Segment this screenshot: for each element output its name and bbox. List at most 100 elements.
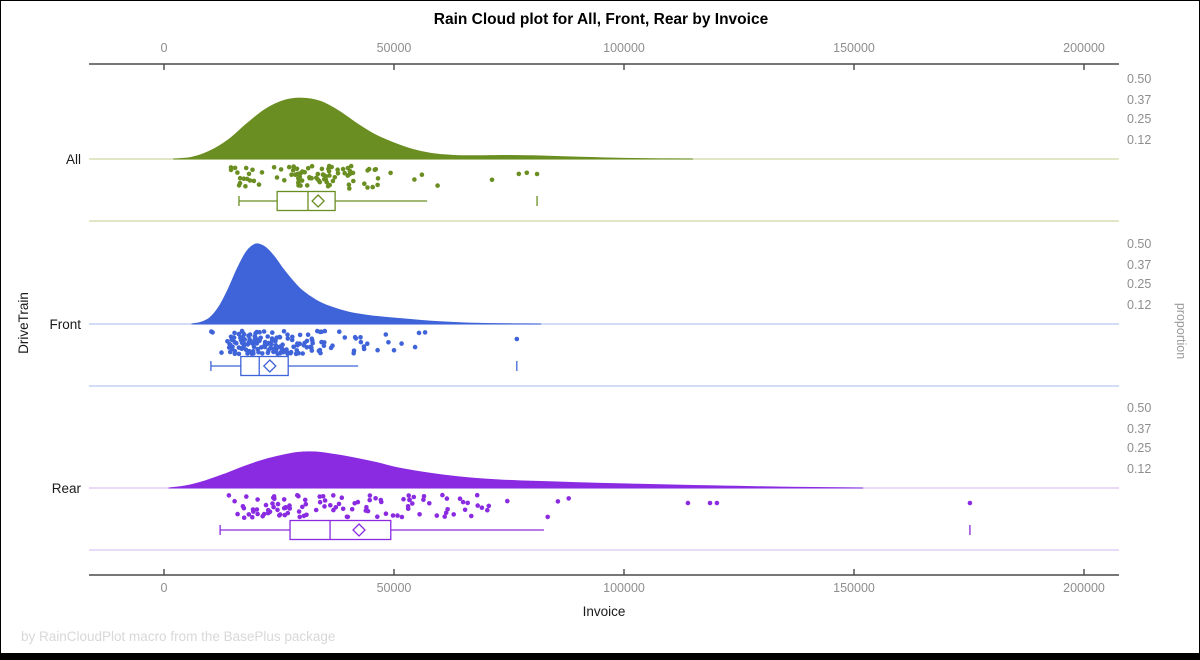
- rain-point-front: [321, 343, 327, 349]
- rain-point-front: [232, 351, 238, 357]
- rain-point-all: [309, 163, 315, 169]
- rain-point-all: [305, 165, 311, 171]
- rain-point-rear: [251, 509, 256, 514]
- rain-point-rear: [333, 505, 339, 510]
- mean-diamond-rear: [352, 523, 366, 537]
- box-all: [276, 190, 336, 212]
- proportion-tick-label: 0.37: [1127, 93, 1151, 107]
- bottom-axis-tick-label: 0: [161, 581, 168, 595]
- rain-point-front: [319, 329, 324, 335]
- rain-point-rear: [421, 494, 427, 499]
- rain-point-all: [388, 170, 393, 176]
- rain-point-front: [255, 346, 260, 352]
- rain-point-rear: [566, 496, 571, 501]
- proportion-tick-label: 0.12: [1127, 298, 1151, 312]
- rain-point-front: [262, 344, 268, 350]
- rain-point-front: [358, 335, 363, 340]
- bottom-axis-tick-label: 200000: [1063, 581, 1105, 595]
- rain-point-rear: [378, 497, 384, 503]
- rain-point-rear: [275, 501, 281, 507]
- proportion-tick-label: 0.50: [1127, 237, 1151, 251]
- rain-point-rear: [322, 498, 328, 503]
- category-label-all: All: [66, 152, 81, 167]
- rain-point-rear: [443, 510, 449, 515]
- rain-outlier-point-rear: [685, 500, 691, 506]
- rain-point-all: [259, 170, 265, 175]
- rain-point-rear: [300, 504, 305, 510]
- rain-point-front: [285, 332, 290, 338]
- bottom-axis-tick-label: 150000: [833, 581, 875, 595]
- rain-point-rear: [421, 497, 426, 503]
- rain-point-rear: [322, 504, 327, 509]
- rain-point-rear: [383, 511, 389, 516]
- rain-point-all: [232, 165, 238, 171]
- rain-point-rear: [255, 511, 260, 517]
- chart-title: Rain Cloud plot for All, Front, Rear by …: [434, 11, 769, 28]
- rain-point-front: [315, 328, 320, 334]
- y-axis-label: DriveTrain: [16, 292, 31, 354]
- rain-point-rear: [365, 508, 371, 514]
- rain-point-rear: [255, 497, 260, 502]
- proportion-tick-label: 0.12: [1127, 462, 1151, 476]
- rain-point-all: [347, 186, 352, 191]
- rain-outlier-point-rear: [714, 500, 720, 506]
- rain-point-front: [290, 334, 295, 340]
- rain-point-rear: [277, 513, 282, 518]
- rain-point-rear: [317, 499, 323, 505]
- rain-point-all: [278, 167, 284, 172]
- rain-point-rear: [406, 493, 412, 498]
- rain-point-front: [337, 329, 342, 335]
- rain-point-all: [304, 183, 310, 188]
- proportion-tick-label: 0.25: [1127, 112, 1151, 126]
- rain-point-all: [327, 173, 332, 178]
- rain-point-rear: [246, 512, 252, 517]
- rain-point-front: [305, 332, 311, 338]
- rain-point-front: [285, 336, 291, 341]
- rain-point-rear: [352, 501, 358, 506]
- rain-point-all: [348, 163, 354, 169]
- footer-note: by RainCloudPlot macro from the BasePlus…: [21, 629, 335, 644]
- rain-point-all: [295, 171, 301, 177]
- rain-point-front: [269, 338, 275, 344]
- rain-point-rear: [545, 514, 550, 520]
- box-rear: [289, 519, 392, 541]
- rain-point-all: [419, 172, 425, 177]
- rain-point-all: [299, 178, 305, 183]
- top-axis-tick-label: 50000: [377, 41, 412, 55]
- rain-point-all: [365, 185, 370, 190]
- rain-point-rear: [317, 494, 323, 499]
- rain-point-front: [232, 330, 237, 336]
- rain-point-front: [240, 345, 246, 350]
- rain-point-all: [489, 177, 495, 183]
- rain-point-front: [254, 341, 260, 346]
- rain-point-rear: [462, 507, 468, 513]
- rain-point-rear: [465, 500, 471, 506]
- rain-point-all: [282, 178, 287, 183]
- rain-point-rear: [440, 492, 445, 498]
- rain-point-all: [296, 180, 301, 185]
- rain-point-all: [375, 182, 380, 188]
- rain-point-rear: [395, 513, 400, 518]
- rain-point-all: [286, 164, 292, 170]
- rain-point-front: [351, 351, 357, 356]
- rain-point-all: [290, 167, 296, 173]
- rain-point-rear: [275, 507, 280, 513]
- rain-point-rear: [235, 511, 240, 517]
- rain-point-all: [300, 169, 305, 174]
- rain-point-all: [340, 166, 346, 172]
- rain-point-all: [412, 177, 417, 182]
- rain-point-rear: [485, 507, 490, 513]
- rain-point-rear: [295, 493, 300, 498]
- rain-point-rear: [261, 511, 267, 517]
- rain-point-all: [244, 176, 250, 182]
- proportion-tick-label: 0.37: [1127, 258, 1151, 272]
- rain-point-all: [237, 180, 243, 186]
- rain-point-all: [324, 179, 330, 185]
- rain-point-all: [307, 175, 312, 180]
- bottom-axis-tick-label: 50000: [377, 581, 412, 595]
- rain-point-front: [365, 341, 370, 347]
- rain-point-all: [372, 167, 378, 172]
- rain-point-front: [375, 347, 380, 353]
- rain-outlier-point-all: [534, 171, 540, 177]
